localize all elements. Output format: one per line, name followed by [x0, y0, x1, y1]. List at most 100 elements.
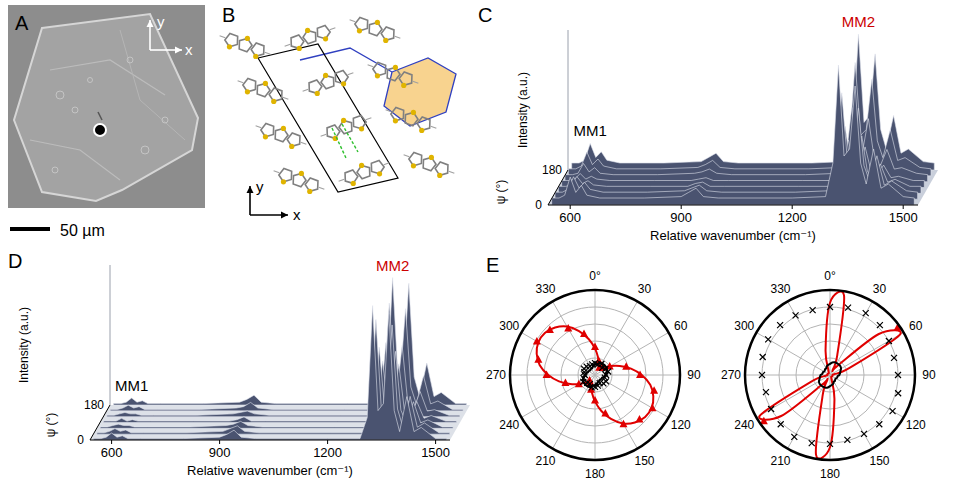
- y-arrow: [147, 20, 154, 50]
- spectrum-trace: [100, 347, 453, 428]
- hydrogen-bond: [449, 171, 455, 173]
- sulfur-atom: [281, 126, 286, 131]
- peak-annotation: MM1: [115, 377, 148, 394]
- peak-annotation: MM2: [376, 257, 409, 274]
- axis-title: Intensity (a.u.): [516, 72, 530, 148]
- defect: [98, 112, 102, 120]
- x-tick: [681, 205, 682, 209]
- angle-label: 90: [922, 368, 936, 382]
- z-axis: [110, 265, 111, 405]
- polar-panel: 0°306090120150180210240270300330E: [486, 254, 701, 481]
- angle-label: 90: [687, 368, 701, 382]
- tick-label: 180: [84, 398, 104, 412]
- hydrogen-bond: [303, 89, 309, 91]
- sulfur-atom: [393, 65, 398, 70]
- hydrogen-bond: [321, 134, 327, 136]
- data-point: [810, 307, 816, 313]
- crystal: [14, 14, 198, 201]
- molecule: [321, 115, 372, 141]
- hydrogen-bond: [285, 44, 291, 46]
- molecule: [256, 123, 307, 149]
- data-point: [791, 434, 797, 440]
- peak-annotation: MM1: [574, 122, 607, 139]
- molecule: [386, 107, 437, 133]
- thiophene-ring: [357, 165, 370, 178]
- x-tick: [792, 205, 793, 209]
- thiophene-ring: [321, 75, 334, 88]
- angle-label: 330: [770, 282, 790, 296]
- thiophene-ring: [339, 120, 352, 133]
- angle-label: 180: [820, 467, 840, 481]
- thiophene-ring: [345, 170, 358, 183]
- tick-label: 1500: [889, 210, 918, 225]
- angle-label: 60: [674, 319, 688, 333]
- inclusion: [52, 167, 58, 173]
- angle-label: 270: [486, 368, 506, 382]
- panel-label: A: [15, 12, 29, 34]
- molecule: [339, 160, 390, 186]
- angle-label: 240: [499, 418, 519, 432]
- contact-line: [342, 124, 358, 152]
- x-tick: [903, 205, 904, 209]
- angle-label: 240: [734, 418, 754, 432]
- hydrogen-bond: [256, 126, 262, 128]
- figure: yxA50 µmyxB60090012001500Relative wavenu…: [0, 0, 956, 485]
- laser-spot: [94, 124, 106, 136]
- crystal-step: [50, 60, 165, 95]
- sulfur-atom: [297, 46, 302, 51]
- angle-label: 150: [869, 454, 889, 468]
- inclusion: [127, 57, 133, 63]
- traces: [552, 34, 935, 205]
- axis-title: Relative wavenumber (cm⁻¹): [187, 463, 353, 478]
- thiophene-ring: [405, 112, 418, 125]
- data-point: [895, 372, 901, 378]
- sulfur-atom: [227, 44, 232, 49]
- hydrogen-bond: [238, 81, 244, 83]
- angle-grid: [830, 375, 904, 418]
- hydrogen-bond: [404, 155, 410, 157]
- sulfur-atom: [315, 91, 320, 96]
- thiophene-ring: [371, 160, 384, 173]
- thiophene-ring: [353, 115, 366, 128]
- data-point: [876, 421, 882, 427]
- arrow-head: [147, 20, 154, 27]
- fit-curve: [819, 362, 841, 388]
- sulfur-atom: [307, 189, 312, 194]
- data-point: [861, 431, 867, 437]
- thiophene-ring: [335, 70, 348, 83]
- sulfur-atom: [341, 81, 346, 86]
- angle-grid: [830, 375, 915, 376]
- axis-title: Relative wavenumber (cm⁻¹): [650, 228, 816, 243]
- molecule: [274, 168, 325, 194]
- hydrogen-bond: [283, 97, 289, 99]
- thiophene-ring: [275, 128, 288, 141]
- polar-ground: [510, 290, 680, 460]
- x-arrow: [250, 212, 288, 219]
- inclusion: [88, 78, 93, 83]
- polar-frame: [745, 290, 915, 460]
- tick-label: 0: [77, 433, 84, 447]
- molecule: [350, 17, 401, 43]
- thiophene-ring: [391, 107, 404, 120]
- data-point: [891, 355, 897, 361]
- sulfur-atom: [323, 36, 328, 41]
- data-point: [759, 372, 765, 378]
- thiophene-ring: [317, 25, 330, 38]
- data-point: [827, 304, 833, 310]
- structure-panel: yxB: [220, 4, 456, 223]
- thiophene-ring: [355, 17, 368, 30]
- sulfur-atom: [419, 128, 424, 133]
- thiophene-ring: [369, 22, 382, 35]
- x-axis: [90, 440, 450, 441]
- data-point: [844, 437, 850, 443]
- shaded-plane: [384, 58, 456, 126]
- tick-label: 600: [101, 445, 123, 460]
- thiophene-ring: [435, 162, 448, 175]
- x-tick: [327, 440, 328, 444]
- data-point: [778, 421, 784, 427]
- sulfur-atom: [401, 83, 406, 88]
- waterfall-panel: 60090012001500Relative wavenumber (cm⁻¹)…: [478, 4, 938, 243]
- polar-frame: [510, 290, 680, 460]
- thiophene-ring: [409, 152, 422, 165]
- polar-ground: [745, 290, 915, 460]
